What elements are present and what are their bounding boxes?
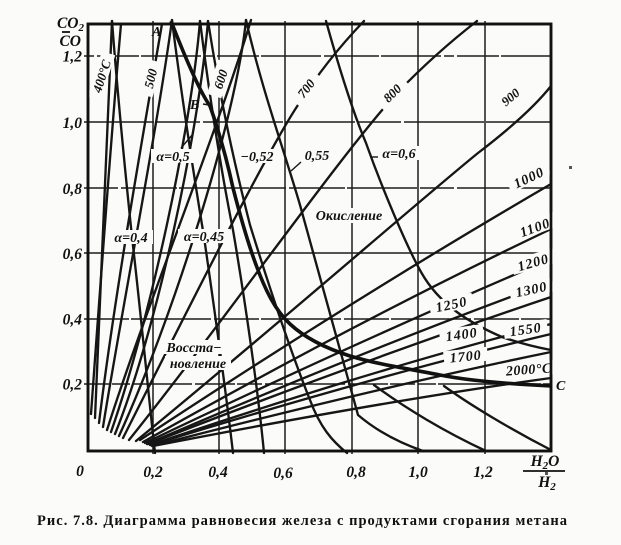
svg-text:Окисление: Окисление	[316, 209, 382, 224]
svg-text:1,0: 1,0	[408, 464, 428, 481]
svg-text:C: C	[556, 379, 566, 394]
svg-text:−0,52: −0,52	[241, 150, 274, 165]
svg-text:H2O: H2O	[530, 453, 560, 472]
svg-text:0,6: 0,6	[273, 465, 293, 482]
svg-text:А: А	[151, 25, 161, 40]
svg-text:600: 600	[210, 67, 230, 91]
svg-text:α=0,6: α=0,6	[382, 147, 415, 162]
svg-text:0,8: 0,8	[346, 464, 366, 481]
svg-text:0,4: 0,4	[63, 312, 83, 329]
svg-text:α=0,4: α=0,4	[114, 231, 147, 246]
svg-text:1,2: 1,2	[473, 464, 493, 481]
svg-text:1250: 1250	[434, 295, 468, 316]
svg-text:0,55: 0,55	[305, 149, 330, 164]
svg-text:1400: 1400	[445, 326, 479, 345]
svg-text:2000°C: 2000°C	[504, 361, 552, 379]
svg-text:1550: 1550	[509, 321, 543, 340]
svg-text:CO: CO	[59, 33, 81, 50]
svg-text:В: В	[189, 98, 199, 113]
svg-text:α=0,5: α=0,5	[156, 150, 189, 165]
svg-text:1,2: 1,2	[63, 49, 83, 66]
svg-text:0,2: 0,2	[63, 377, 83, 394]
svg-text:1700: 1700	[449, 348, 482, 366]
svg-text:CO2: CO2	[57, 15, 85, 34]
svg-text:1,0: 1,0	[63, 115, 83, 132]
svg-text:0,8: 0,8	[63, 181, 83, 198]
svg-text:0,6: 0,6	[63, 246, 83, 263]
svg-text:Рис. 7.8. Диаграмма равновесия: Рис. 7.8. Диаграмма равновесия железа с …	[37, 513, 568, 529]
svg-text:α=0,45: α=0,45	[184, 230, 224, 245]
svg-text:новление: новление	[170, 357, 226, 372]
svg-text:1300: 1300	[514, 280, 548, 301]
svg-text:0,2: 0,2	[143, 464, 163, 481]
svg-text:500: 500	[141, 67, 160, 90]
svg-text:0,4: 0,4	[208, 464, 228, 481]
svg-text:Восста−: Восста−	[165, 341, 221, 356]
svg-text:0: 0	[76, 463, 84, 480]
